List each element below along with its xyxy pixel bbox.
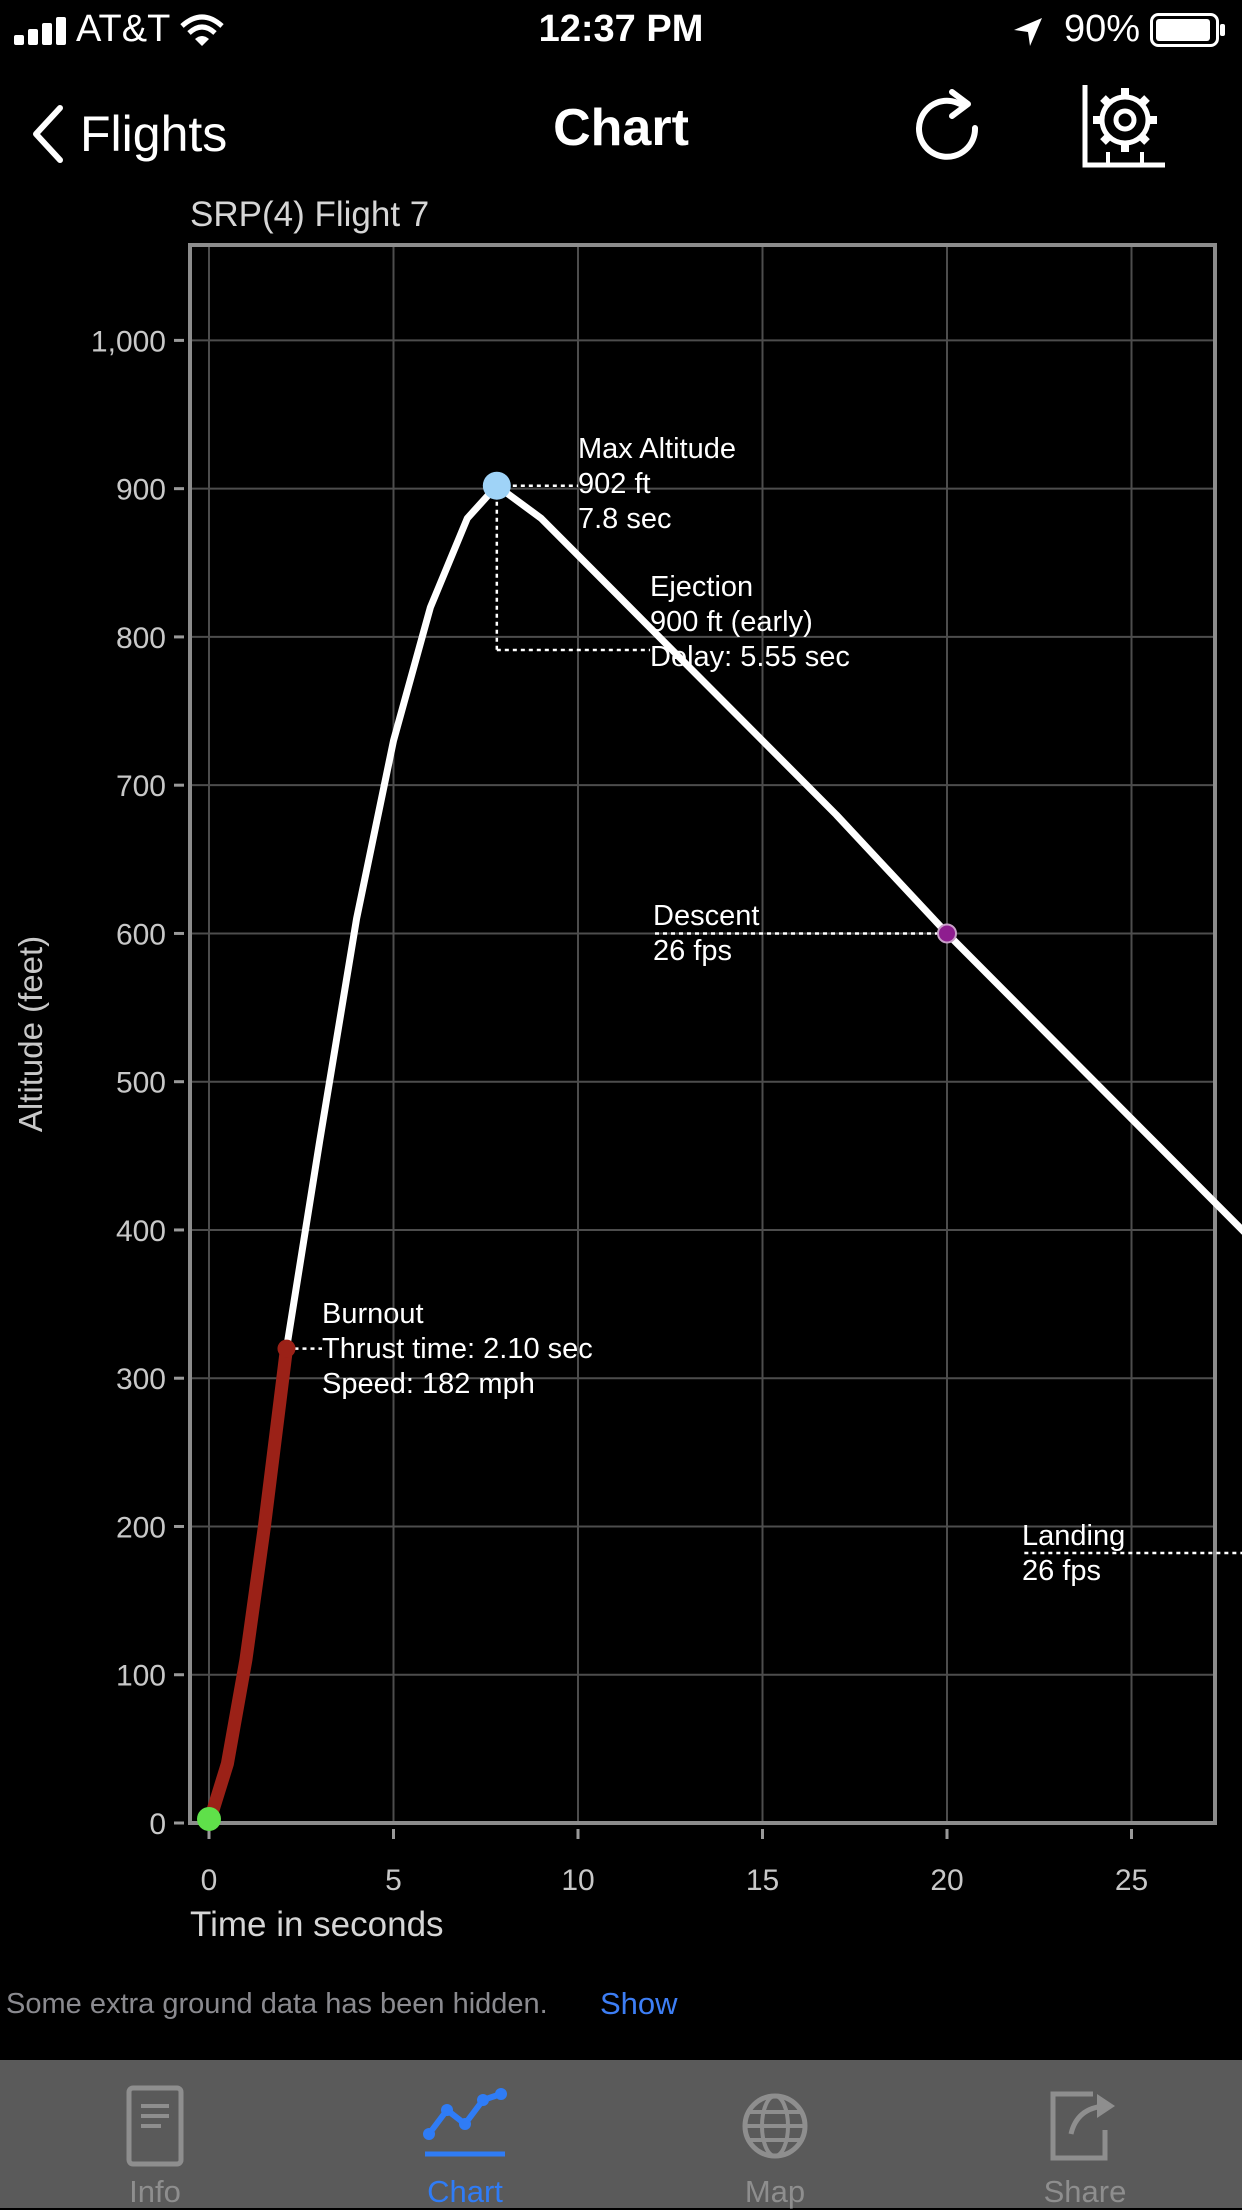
y-tick-label: 100 bbox=[116, 1660, 166, 1693]
thrust-phase-line bbox=[209, 1349, 287, 1823]
ejection-label: 900 ft (early) bbox=[650, 606, 813, 638]
y-tick-label: 700 bbox=[116, 770, 166, 803]
chart-settings-gear-icon bbox=[1080, 80, 1170, 170]
y-tick-label: 400 bbox=[116, 1215, 166, 1248]
battery-percentage: 90% bbox=[1064, 8, 1140, 51]
y-tick-label: 500 bbox=[116, 1067, 166, 1100]
tab-map-label: Map bbox=[620, 2174, 930, 2210]
y-tick-label: 1,000 bbox=[91, 325, 166, 358]
launch-marker bbox=[197, 1807, 221, 1831]
y-tick-label: 800 bbox=[116, 622, 166, 655]
flight-path-line bbox=[287, 486, 1242, 1823]
hidden-data-note: Some extra ground data has been hidden. bbox=[6, 1988, 548, 2021]
max-altitude-marker bbox=[483, 472, 511, 500]
chart-line-icon bbox=[423, 2084, 507, 2168]
y-tick-label: 200 bbox=[116, 1511, 166, 1544]
ejection-label: Delay: 5.55 sec bbox=[650, 641, 850, 673]
y-axis-label: Altitude (feet) bbox=[12, 936, 49, 1132]
chart-title: SRP(4) Flight 7 bbox=[190, 195, 429, 235]
landing-label: Landing bbox=[1022, 1520, 1125, 1552]
y-tick-label: 900 bbox=[116, 474, 166, 507]
y-tick-label: 300 bbox=[116, 1363, 166, 1396]
tab-info[interactable]: Info bbox=[0, 2060, 310, 2208]
show-hidden-data-link[interactable]: Show bbox=[600, 1986, 678, 2022]
status-time: 12:37 PM bbox=[0, 8, 1242, 51]
battery-icon bbox=[1150, 13, 1226, 47]
tab-info-label: Info bbox=[0, 2174, 310, 2210]
status-bar: AT&T 12:37 PM 90% bbox=[0, 0, 1242, 60]
x-tick-label: 15 bbox=[746, 1864, 779, 1897]
max-altitude-label: 7.8 sec bbox=[578, 503, 672, 535]
tab-map[interactable]: Map bbox=[620, 2060, 930, 2208]
y-tick-label: 0 bbox=[149, 1808, 166, 1841]
max-altitude-label: 902 ft bbox=[578, 468, 651, 500]
navigation-bar: Flights Chart bbox=[0, 80, 1242, 180]
burnout-label: Burnout bbox=[322, 1298, 424, 1330]
x-tick-label: 0 bbox=[201, 1864, 218, 1897]
tab-share-label: Share bbox=[930, 2174, 1240, 2210]
burnout-label: Thrust time: 2.10 sec bbox=[322, 1333, 593, 1365]
x-tick-label: 20 bbox=[930, 1864, 963, 1897]
landing-label: 26 fps bbox=[1022, 1555, 1101, 1587]
chart-settings-button[interactable] bbox=[1080, 80, 1170, 170]
burnout-marker bbox=[277, 1340, 295, 1358]
tab-chart-label: Chart bbox=[310, 2174, 620, 2210]
x-tick-label: 10 bbox=[561, 1864, 594, 1897]
tab-share[interactable]: Share bbox=[930, 2060, 1240, 2208]
refresh-icon bbox=[902, 80, 992, 170]
page-title: Chart bbox=[0, 98, 1242, 158]
location-arrow-icon bbox=[1012, 16, 1044, 48]
globe-icon bbox=[733, 2084, 817, 2168]
x-tick-label: 25 bbox=[1115, 1864, 1148, 1897]
x-axis-label: Time in seconds bbox=[190, 1905, 444, 1944]
descent-marker bbox=[938, 924, 956, 942]
tab-chart[interactable]: Chart bbox=[310, 2060, 620, 2208]
descent-label: 26 fps bbox=[653, 935, 732, 967]
share-icon bbox=[1043, 2084, 1127, 2168]
altitude-chart[interactable]: 0 100 200 300 400 500 600 700 800 900 1,000 0 5 10 15 2… bbox=[0, 230, 1242, 1960]
x-tick-label: 5 bbox=[385, 1864, 402, 1897]
descent-label: Descent bbox=[653, 900, 759, 932]
refresh-button[interactable] bbox=[902, 80, 992, 170]
ejection-label: Ejection bbox=[650, 571, 753, 603]
y-tick-label: 600 bbox=[116, 918, 166, 951]
max-altitude-label: Max Altitude bbox=[578, 433, 736, 465]
burnout-label: Speed: 182 mph bbox=[322, 1368, 535, 1400]
tab-bar: Info Chart Map Share bbox=[0, 2060, 1242, 2208]
document-icon bbox=[113, 2084, 197, 2168]
